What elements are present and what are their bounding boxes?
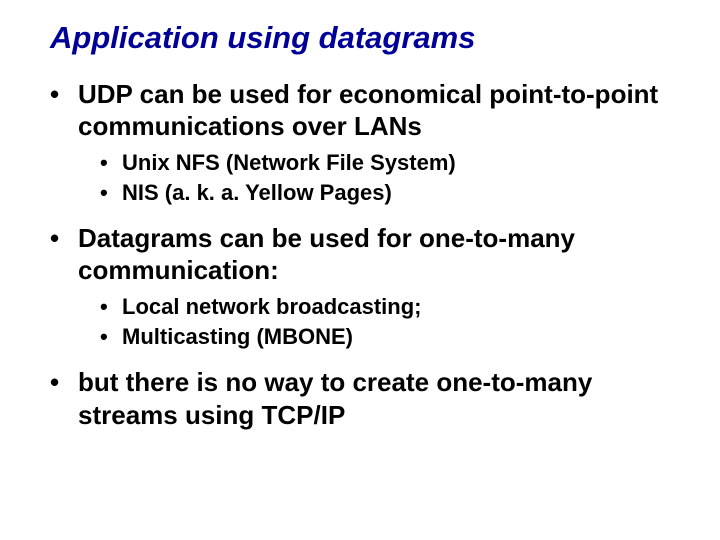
sub-list-item: Local network broadcasting; [100, 293, 690, 322]
list-item-text: but there is no way to create one-to-man… [78, 367, 592, 430]
sub-list-item: Multicasting (MBONE) [100, 323, 690, 352]
slide: Application using datagrams UDP can be u… [0, 0, 720, 540]
bullet-list: UDP can be used for economical point-to-… [50, 78, 690, 431]
sub-list: Local network broadcasting; Multicasting… [100, 293, 690, 352]
list-item: UDP can be used for economical point-to-… [50, 78, 690, 208]
list-item-text: Datagrams can be used for one-to-many co… [78, 223, 575, 286]
list-item: but there is no way to create one-to-man… [50, 366, 690, 431]
sub-list: Unix NFS (Network File System) NIS (a. k… [100, 149, 690, 208]
list-item-text: UDP can be used for economical point-to-… [78, 79, 658, 142]
sub-list-item: NIS (a. k. a. Yellow Pages) [100, 179, 690, 208]
slide-title: Application using datagrams [50, 20, 690, 56]
list-item: Datagrams can be used for one-to-many co… [50, 222, 690, 352]
sub-list-item: Unix NFS (Network File System) [100, 149, 690, 178]
